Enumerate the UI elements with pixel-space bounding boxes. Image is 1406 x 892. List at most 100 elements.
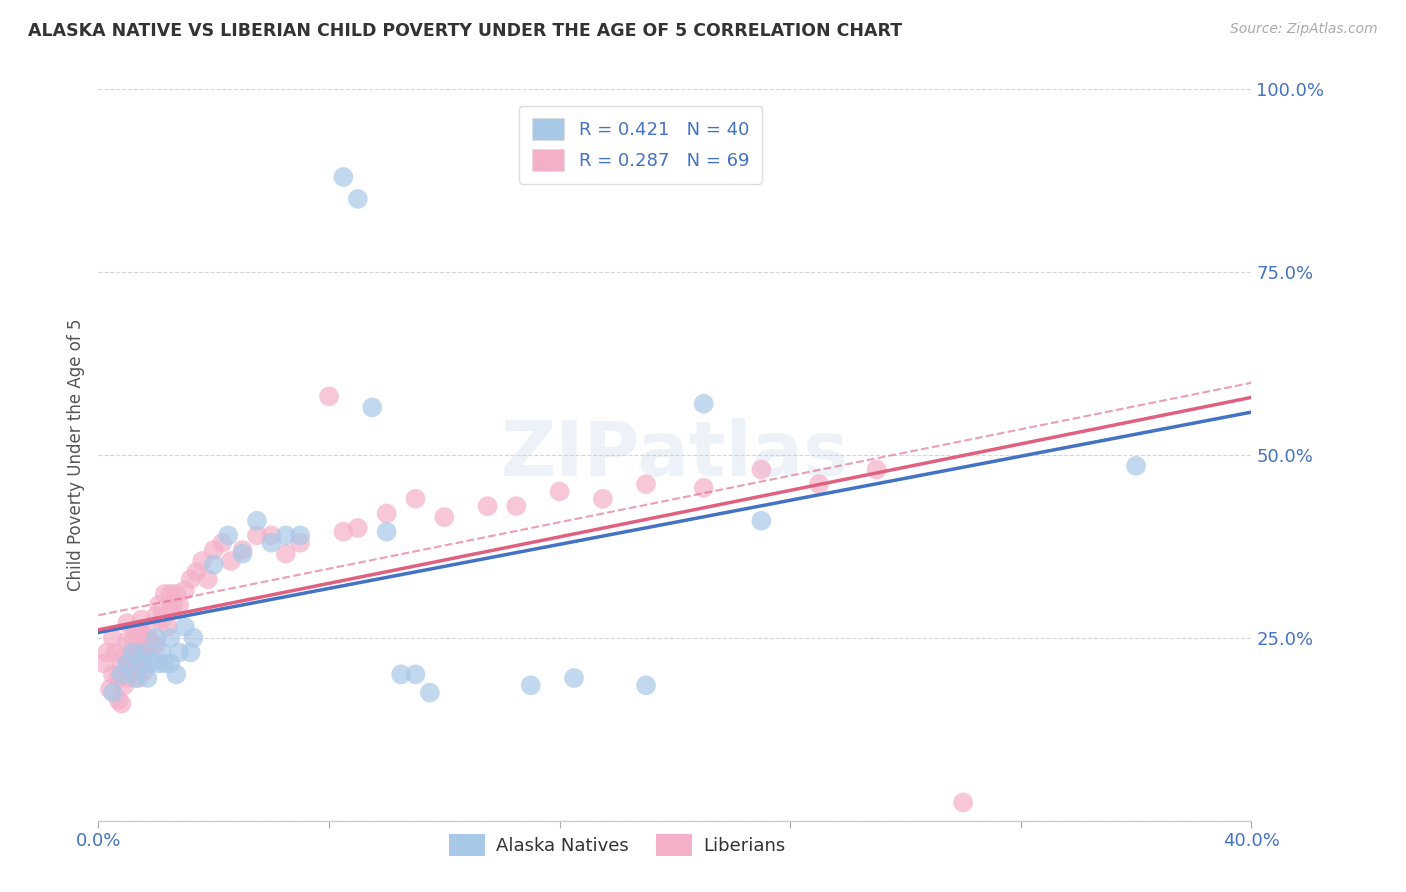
- Point: [505, 499, 527, 513]
- Point: [217, 528, 239, 542]
- Legend: Alaska Natives, Liberians: Alaska Natives, Liberians: [441, 826, 793, 863]
- Point: [174, 583, 197, 598]
- Point: [180, 645, 202, 659]
- Point: [159, 601, 181, 615]
- Point: [153, 587, 176, 601]
- Point: [101, 686, 124, 700]
- Point: [318, 389, 340, 403]
- Point: [107, 693, 129, 707]
- Point: [122, 664, 145, 678]
- Text: ALASKA NATIVE VS LIBERIAN CHILD POVERTY UNDER THE AGE OF 5 CORRELATION CHART: ALASKA NATIVE VS LIBERIAN CHILD POVERTY …: [28, 22, 903, 40]
- Point: [128, 671, 150, 685]
- Point: [136, 624, 159, 638]
- Point: [125, 657, 148, 671]
- Point: [375, 524, 398, 539]
- Point: [636, 678, 658, 692]
- Point: [110, 667, 132, 681]
- Point: [153, 657, 176, 671]
- Point: [520, 678, 543, 692]
- Point: [139, 634, 162, 648]
- Point: [134, 664, 156, 678]
- Point: [636, 477, 658, 491]
- Point: [101, 667, 124, 681]
- Point: [211, 535, 233, 549]
- Point: [346, 521, 368, 535]
- Point: [110, 660, 132, 674]
- Point: [562, 671, 585, 685]
- Point: [131, 627, 153, 641]
- Point: [101, 631, 124, 645]
- Point: [145, 638, 167, 652]
- Point: [290, 535, 312, 549]
- Point: [260, 535, 283, 549]
- Point: [693, 481, 716, 495]
- Point: [117, 657, 138, 671]
- Point: [117, 616, 138, 631]
- Point: [96, 645, 118, 659]
- Text: ZIPatlas: ZIPatlas: [501, 418, 849, 491]
- Point: [131, 657, 153, 671]
- Point: [98, 681, 121, 696]
- Point: [548, 484, 571, 499]
- Point: [136, 671, 159, 685]
- Point: [142, 638, 165, 652]
- Point: [274, 528, 297, 542]
- Point: [1125, 458, 1147, 473]
- Point: [131, 613, 153, 627]
- Point: [159, 657, 181, 671]
- Point: [419, 686, 441, 700]
- Y-axis label: Child Poverty Under the Age of 5: Child Poverty Under the Age of 5: [66, 318, 84, 591]
- Point: [174, 620, 197, 634]
- Point: [405, 667, 427, 681]
- Point: [165, 667, 187, 681]
- Point: [197, 572, 219, 586]
- Point: [122, 634, 145, 648]
- Point: [592, 491, 614, 506]
- Point: [186, 565, 208, 579]
- Point: [375, 507, 398, 521]
- Point: [93, 657, 115, 671]
- Point: [246, 514, 269, 528]
- Point: [952, 796, 974, 810]
- Point: [332, 524, 354, 539]
- Point: [332, 169, 354, 184]
- Point: [150, 645, 173, 659]
- Point: [751, 462, 773, 476]
- Point: [866, 462, 889, 476]
- Point: [433, 510, 456, 524]
- Point: [180, 572, 202, 586]
- Point: [125, 671, 148, 685]
- Point: [110, 697, 132, 711]
- Point: [202, 543, 225, 558]
- Point: [117, 634, 138, 648]
- Point: [183, 631, 205, 645]
- Point: [346, 192, 368, 206]
- Point: [145, 631, 167, 645]
- Point: [389, 667, 412, 681]
- Point: [128, 645, 150, 659]
- Point: [191, 554, 214, 568]
- Point: [145, 608, 167, 623]
- Point: [134, 645, 156, 659]
- Point: [202, 558, 225, 572]
- Point: [122, 645, 145, 659]
- Point: [107, 671, 129, 685]
- Point: [167, 645, 190, 659]
- Point: [693, 397, 716, 411]
- Point: [219, 554, 242, 568]
- Point: [751, 514, 773, 528]
- Point: [260, 528, 283, 542]
- Point: [134, 641, 156, 656]
- Point: [165, 587, 187, 601]
- Point: [274, 547, 297, 561]
- Point: [807, 477, 830, 491]
- Point: [162, 598, 184, 612]
- Point: [167, 598, 190, 612]
- Point: [477, 499, 499, 513]
- Point: [405, 491, 427, 506]
- Point: [290, 528, 312, 542]
- Point: [159, 587, 181, 601]
- Point: [117, 671, 138, 685]
- Point: [246, 528, 269, 542]
- Point: [148, 657, 170, 671]
